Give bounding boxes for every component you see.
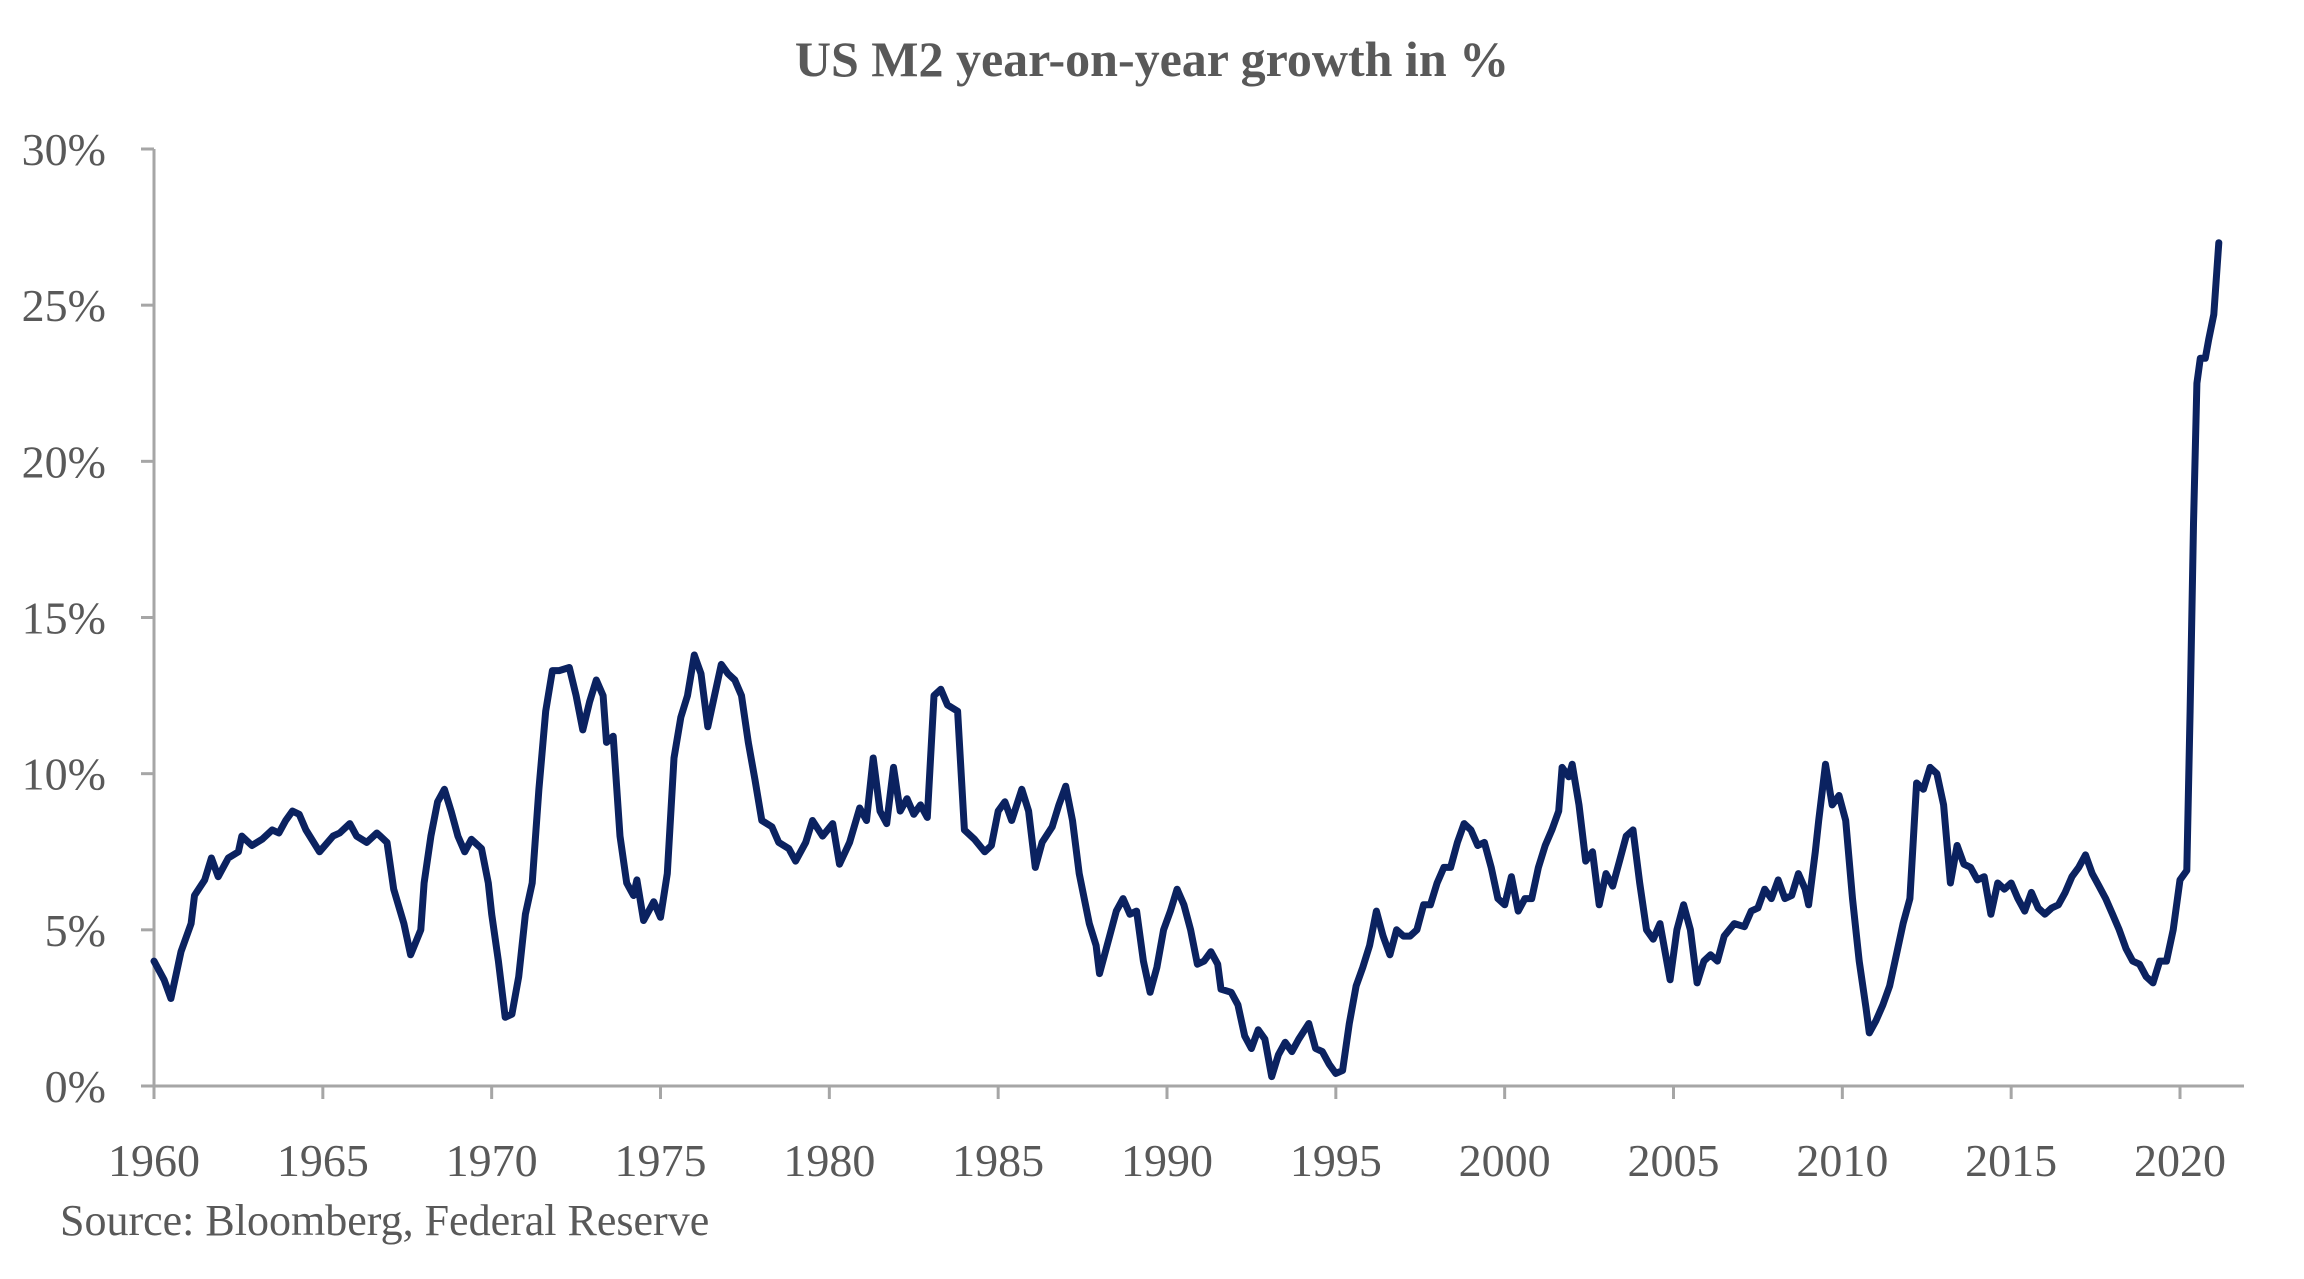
y-tick-label: 15% [22,593,106,644]
y-tick-label: 10% [22,749,106,800]
x-tick-label: 1975 [615,1135,707,1186]
x-tick-label: 1995 [1290,1135,1382,1186]
y-tick-label: 0% [45,1061,106,1112]
x-tick-label: 2020 [2134,1135,2226,1186]
x-tick-label: 1990 [1121,1135,1213,1186]
source-note: Source: Bloomberg, Federal Reserve [60,1196,710,1245]
x-tick-label: 2010 [1796,1135,1888,1186]
x-tick-label: 2005 [1628,1135,1720,1186]
y-tick-label: 5% [45,905,106,956]
x-tick-label: 1985 [952,1135,1044,1186]
series-line-m2-growth [150,239,2223,1081]
x-tick-label: 1970 [446,1135,538,1186]
y-tick-label: 25% [22,280,106,331]
x-tick-label: 1980 [783,1135,875,1186]
x-tick-label: 2015 [1965,1135,2057,1186]
x-tick-label: 2000 [1459,1135,1551,1186]
chart-title: US M2 year-on-year growth in % [794,31,1510,87]
x-tick-label: 1960 [108,1135,200,1186]
x-tick-label: 1965 [277,1135,369,1186]
y-tick-label: 30% [22,124,106,175]
y-tick-label: 20% [22,436,106,487]
